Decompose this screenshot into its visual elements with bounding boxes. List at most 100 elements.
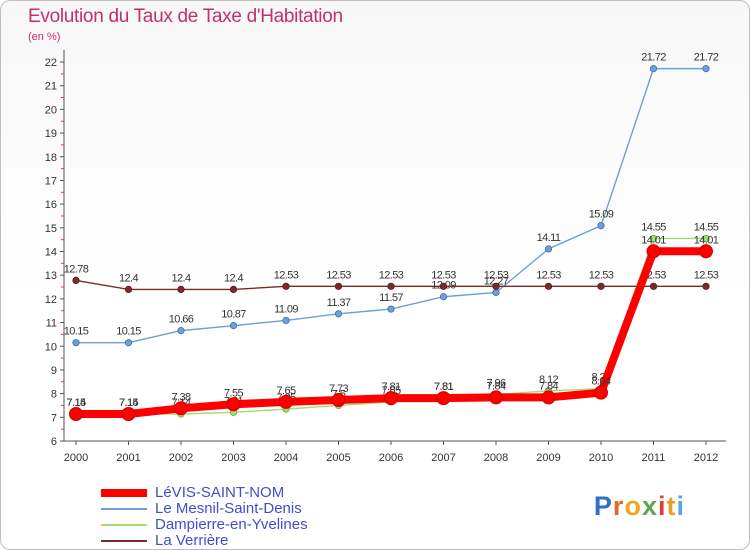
data-point-levis-saint-nom — [541, 390, 556, 405]
data-point-la-verriere — [177, 285, 185, 293]
data-point-dampierre-en-yvelines — [702, 234, 710, 243]
data-point-le-mesnil-saint-denis — [649, 65, 658, 73]
data-label-dampierre-en-yvelines: 8.12 — [539, 374, 558, 386]
data-label-la-verriere: 12.53 — [326, 269, 351, 281]
data-label-dampierre-en-yvelines: 7.81 — [434, 381, 453, 393]
data-point-la-verriere — [492, 282, 500, 290]
x-tick-label: 2000 — [64, 452, 88, 464]
line-chart: 6 7 8 9 10 11 12 13 14 15 16 17 18 19 20 21 22 2000 2001 20… — [45, 50, 726, 464]
chart-title: Evolution du Taux de Taxe d'Habitation — [28, 6, 343, 27]
data-label-levis-saint-nom: 7.14 — [119, 397, 138, 409]
x-tick-label: 2008 — [484, 452, 508, 464]
y-tick-label: 22 — [45, 57, 57, 69]
y-tick-label: 13 — [45, 270, 57, 282]
y-tick-label: 14 — [45, 247, 57, 259]
data-point-levis-saint-nom — [331, 393, 346, 408]
logo-letter: t — [666, 491, 677, 521]
y-tick-label: 6 — [51, 436, 57, 448]
data-point-la-verriere — [72, 276, 80, 284]
data-point-levis-saint-nom — [226, 397, 241, 412]
x-tick-label: 2004 — [274, 452, 298, 464]
data-label-dampierre-en-yvelines: 7.15 — [66, 397, 85, 409]
data-label-la-verriere: 12.53 — [379, 269, 404, 281]
logo-letter: i — [676, 491, 685, 521]
data-point-la-verriere — [544, 282, 553, 290]
data-point-levis-saint-nom — [489, 390, 503, 405]
data-point-le-mesnil-saint-denis — [177, 327, 185, 335]
y-tick-label: 19 — [45, 128, 57, 140]
x-tick-label: 2007 — [431, 452, 455, 464]
data-point-la-verriere — [649, 282, 658, 290]
data-point-levis-saint-nom — [69, 406, 83, 421]
data-point-la-verriere — [702, 282, 710, 290]
data-point-le-mesnil-saint-denis — [124, 339, 133, 347]
legend-label-verriere: La Verrière — [155, 532, 229, 549]
data-label-levis-saint-nom: 7.38 — [171, 391, 190, 403]
data-label-levis-saint-nom: 7.81 — [381, 381, 400, 393]
data-label-levis-saint-nom: 7.73 — [329, 383, 348, 395]
y-tick-label: 11 — [46, 318, 57, 330]
data-label-levis-saint-nom: 7.84 — [486, 380, 505, 392]
data-point-le-mesnil-saint-denis — [439, 293, 448, 301]
legend-swatch-verriere — [101, 540, 147, 542]
data-point-levis-saint-nom — [279, 394, 293, 409]
y-tick-label: 10 — [45, 341, 57, 353]
x-tick-label: 2005 — [326, 452, 350, 464]
x-tick-label: 2009 — [536, 452, 560, 464]
data-point-la-verriere — [124, 285, 133, 293]
legend-label-dampierre: Dampierre-en-Yvelines — [155, 516, 308, 533]
data-point-la-verriere — [282, 282, 290, 290]
logo-letter: o — [624, 491, 642, 521]
data-label-la-verriere: 12.53 — [536, 269, 561, 281]
y-tick-label: 21 — [45, 81, 57, 93]
data-label-levis-saint-nom: 7.14 — [66, 397, 85, 409]
data-point-le-mesnil-saint-denis — [387, 305, 395, 313]
data-point-le-mesnil-saint-denis — [72, 339, 80, 347]
data-point-levis-saint-nom — [121, 406, 136, 421]
y-tick-label: 16 — [45, 199, 57, 211]
data-label-la-verriere: 12.4 — [119, 272, 138, 284]
logo-letter: x — [641, 491, 658, 521]
legend-swatch-levis — [101, 489, 147, 497]
data-point-le-mesnil-saint-denis — [544, 245, 553, 253]
data-label-le-mesnil-saint-denis: 10.66 — [169, 314, 194, 326]
legend-swatch-dampierre — [101, 524, 147, 526]
data-point-le-mesnil-saint-denis — [597, 222, 605, 230]
data-label-la-verriere: 12.53 — [274, 269, 299, 281]
unit-label: (en %) — [28, 31, 61, 43]
x-tick-label: 2012 — [694, 452, 718, 464]
x-tick-label: 2010 — [589, 452, 613, 464]
data-label-levis-saint-nom: 7.81 — [434, 381, 453, 393]
data-label-le-mesnil-saint-denis: 21.72 — [694, 52, 719, 64]
logo-letter: r — [612, 491, 625, 521]
data-point-la-verriere — [229, 285, 238, 293]
x-tick-label: 2003 — [221, 452, 245, 464]
data-point-la-verriere — [334, 282, 343, 290]
data-label-levis-saint-nom: 7.84 — [539, 380, 558, 392]
proxiti-logo: Proxiti — [594, 491, 685, 522]
data-point-le-mesnil-saint-denis — [229, 322, 238, 330]
data-point-la-verriere — [439, 282, 448, 290]
data-label-la-verriere: 12.53 — [484, 269, 509, 281]
y-tick-label: 8 — [51, 389, 57, 401]
x-tick-label: 2011 — [642, 452, 666, 464]
data-label-le-mesnil-saint-denis: 15.09 — [589, 209, 614, 221]
data-label-le-mesnil-saint-denis: 21.72 — [641, 52, 666, 64]
data-point-levis-saint-nom — [174, 401, 188, 416]
data-point-la-verriere — [597, 282, 605, 290]
data-label-dampierre-en-yvelines: 14.55 — [694, 221, 719, 233]
data-label-le-mesnil-saint-denis: 11.57 — [379, 292, 403, 304]
data-label-levis-saint-nom: 14.01 — [694, 234, 719, 246]
y-tick-label: 7 — [51, 412, 57, 424]
x-tick-label: 2002 — [169, 452, 193, 464]
data-label-le-mesnil-saint-denis: 11.09 — [274, 303, 298, 315]
logo-letter: i — [657, 491, 667, 521]
y-tick-label: 20 — [45, 104, 57, 116]
logo-letter: P — [593, 491, 613, 521]
data-label-levis-saint-nom: 8.04 — [591, 376, 610, 388]
data-label-la-verriere: 12.53 — [694, 269, 719, 281]
legend-label-mesnil: Le Mesnil-Saint-Denis — [155, 500, 302, 517]
data-label-le-mesnil-saint-denis: 14.11 — [537, 232, 561, 244]
data-point-levis-saint-nom — [646, 244, 661, 259]
